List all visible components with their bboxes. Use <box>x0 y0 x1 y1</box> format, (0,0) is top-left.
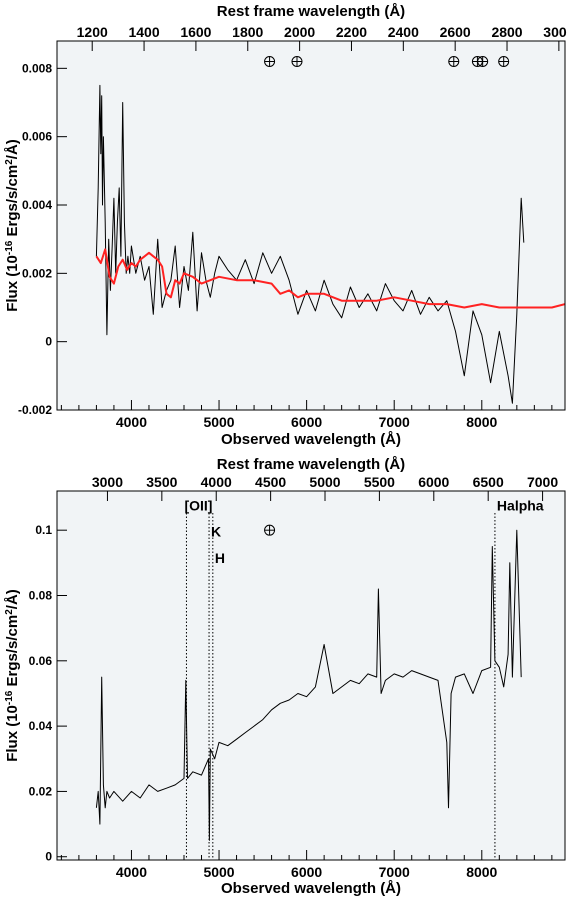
top-tick-label: 1200 <box>77 24 108 40</box>
emission-line-label: K <box>211 524 221 540</box>
x-tick-label: 7000 <box>379 414 410 430</box>
top-tick-label: 3000 <box>543 24 567 40</box>
top-tick-label: 5500 <box>364 474 395 490</box>
emission-line-label: H <box>215 550 225 566</box>
y-axis-title-sup: 2 <box>4 159 15 165</box>
y-tick-label: 0.004 <box>22 198 52 212</box>
y-tick-label: 0.008 <box>22 61 52 75</box>
x-tick-label: 4000 <box>116 414 147 430</box>
top-axis-title: Rest frame wavelength (Å) <box>217 456 405 473</box>
spectrum-series-0 <box>95 529 522 841</box>
x-tick-label: 5000 <box>203 414 234 430</box>
top-tick-label: 6000 <box>418 474 449 490</box>
y-tick-label: 0.08 <box>29 588 53 602</box>
top-tick-label: 4000 <box>201 474 232 490</box>
top-axis-title: Rest frame wavelength (Å) <box>217 3 405 20</box>
y-axis-title-part: /Å) <box>4 139 21 159</box>
top-tick-label: 2800 <box>491 24 522 40</box>
spectrum-series-1 <box>95 248 565 309</box>
plot-frame <box>56 40 566 411</box>
y-tick-label: 0.1 <box>35 523 52 537</box>
top-tick-label: 2600 <box>440 24 471 40</box>
top-tick-label: 1400 <box>128 24 159 40</box>
y-axis-title: Flux (10-16 Ergs/s/cm2/Å) <box>4 139 21 312</box>
y-tick-label: 0 <box>45 850 52 864</box>
x-tick-label: 6000 <box>291 864 322 880</box>
x-axis-title: Observed wavelength (Å) <box>221 880 401 897</box>
x-tick-label: 7000 <box>379 864 410 880</box>
plot-frame <box>56 490 566 861</box>
top-tick-label: 1600 <box>180 24 211 40</box>
y-tick-label: -0.002 <box>18 403 52 417</box>
top-tick-label: 2400 <box>388 24 419 40</box>
y-axis-title-part: Flux (10 <box>4 705 21 762</box>
y-tick-label: 0.04 <box>29 719 53 733</box>
x-tick-label: 8000 <box>466 414 497 430</box>
series-group <box>95 529 522 841</box>
top-tick-label: 3500 <box>146 474 177 490</box>
y-axis-title-sup: -16 <box>4 690 15 705</box>
y-axis-title-part: /Å) <box>4 589 21 609</box>
plot-area <box>57 491 565 860</box>
y-axis-title-part: Ergs/s/cm <box>4 165 21 241</box>
top-tick-label: 5000 <box>309 474 340 490</box>
emission-line-label: Halpha <box>497 498 544 514</box>
top-tick-label: 3000 <box>92 474 123 490</box>
bottom-spectrum-panel: 4000 5000 6000 7000 8000 3000 3500 4000 4500 5000… <box>4 456 566 897</box>
y-tick-label: 0 <box>45 335 52 349</box>
y-axis-title-part: Ergs/s/cm <box>4 615 21 691</box>
y-tick-label: 0.002 <box>22 266 52 280</box>
y-tick-label: 0.006 <box>22 130 52 144</box>
top-tick-label: 1800 <box>232 24 263 40</box>
top-spectrum-panel: 4000 5000 6000 7000 8000 1200 1400 1600 1800 2000… <box>4 3 567 448</box>
x-tick-label: 8000 <box>466 864 497 880</box>
y-axis-title-part: Flux (10 <box>4 255 21 312</box>
x-axis-title: Observed wavelength (Å) <box>221 431 401 448</box>
y-tick-label: 0.02 <box>29 784 53 798</box>
x-tick-label: 4000 <box>116 864 147 880</box>
series-group <box>95 84 565 404</box>
top-tick-label: 4500 <box>255 474 286 490</box>
top-tick-label: 2000 <box>284 24 315 40</box>
x-tick-label: 6000 <box>291 414 322 430</box>
top-tick-label: 6500 <box>473 474 504 490</box>
y-axis-title-sup: 2 <box>4 609 15 615</box>
y-axis-title-sup: -16 <box>4 240 15 255</box>
y-axis-title: Flux (10-16 Ergs/s/cm2/Å) <box>4 589 21 762</box>
x-tick-label: 5000 <box>203 864 234 880</box>
top-tick-label: 2200 <box>336 24 367 40</box>
emission-line-label: [OII] <box>184 498 212 514</box>
spectrum-series-0 <box>95 84 525 404</box>
plot-area <box>57 41 565 410</box>
top-tick-label: 7000 <box>527 474 558 490</box>
y-tick-label: 0.06 <box>29 654 53 668</box>
